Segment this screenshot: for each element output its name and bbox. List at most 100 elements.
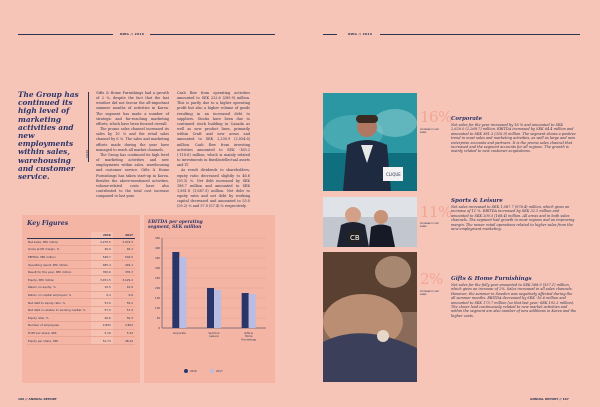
bar	[214, 290, 221, 328]
body-column-2: Cash flow from operating activities amou…	[177, 91, 250, 210]
value-2017: 3,129.2	[112, 275, 135, 285]
side-label: SALES	[86, 149, 89, 158]
value-2016: 548.7	[90, 253, 113, 262]
value-2016: 3,451.5	[90, 275, 113, 285]
table-row: Equity ratio, % 46.6 50.3	[27, 313, 135, 323]
header-rule-right-2	[380, 34, 580, 35]
key-figures-title: Key Figures	[27, 220, 69, 227]
header-right: NWG // 2016	[348, 32, 373, 36]
col2-paragraph: As result dividends to shareholders, equ…	[177, 168, 250, 209]
segment-pct-sports: 11%	[420, 203, 452, 221]
bar	[248, 294, 256, 328]
svg-text:CB: CB	[350, 234, 360, 242]
row-label: EBITDA, SEK million	[27, 253, 91, 262]
segment-caption-corporate: Increase in net sales	[420, 128, 439, 135]
y-tick-label: 400	[155, 246, 160, 250]
header-rule-left-2	[150, 34, 275, 35]
value-2016: 51.73	[90, 336, 113, 345]
table-row: Operating result, SEK million 485.4 449.1	[27, 260, 135, 269]
x-tick-label: Gifts &	[244, 331, 253, 335]
photo-corporate-image: CLIQUE	[323, 93, 417, 191]
segment-caption-gifts: Increase in net sales	[420, 290, 439, 297]
bar	[172, 252, 180, 328]
header-left: NWG // 2016	[120, 32, 145, 36]
value-2016: 350.6	[90, 268, 113, 277]
segment-text-corporate: Net sales for the year increased by 16 %…	[451, 123, 576, 154]
key-figures-header-row: 2016 2017	[27, 232, 135, 239]
x-tick-label: Sports &	[208, 331, 219, 335]
footer-page-number: 167	[562, 397, 569, 401]
value-2017: 2,603	[112, 321, 135, 330]
row-label: Net sales, SEK million	[27, 238, 91, 247]
value-2016: 57.0	[90, 306, 113, 315]
col-header-2016: 2016	[90, 232, 113, 239]
x-tick-label: Corporate	[173, 331, 186, 335]
value-2017: 449.1	[112, 260, 135, 269]
bar	[207, 288, 214, 328]
value-2016: 46.6	[90, 313, 113, 323]
chart-title: EBITDA per operating segment, SEK millio…	[148, 220, 203, 231]
row-label: Result for the year, SEK million	[27, 268, 91, 277]
row-label: Equity ratio, %	[27, 313, 91, 323]
value-2017: 335.3	[112, 268, 135, 277]
value-2017: 50.3	[112, 313, 135, 323]
value-2017: 10.9	[112, 283, 135, 292]
value-2016: 4,276.5	[90, 238, 113, 247]
row-label: Number of employees	[27, 321, 91, 330]
row-label: Net debt to equity ratio, %	[27, 298, 91, 307]
header-rule-right	[323, 34, 337, 35]
row-label: Equity per share, SEK	[27, 336, 91, 345]
footer-right: ANNUAL REPORT // 167	[530, 397, 569, 401]
bar	[179, 257, 187, 328]
footer-label: ANNUAL REPORT	[530, 397, 559, 401]
x-tick-label: Furnishings	[241, 337, 256, 341]
photo-sports: CB	[323, 197, 417, 247]
col1-paragraph: Gifts & Home Furnishings had a growth of…	[96, 91, 169, 126]
header-rule-left	[18, 34, 113, 35]
table-row: Return on equity, % 10.5 10.9	[27, 283, 135, 292]
table-row: Net sales, SEK million 4,276.5 3,979.3	[27, 238, 135, 247]
segment-pct-corporate: 16%	[420, 108, 452, 126]
y-tick-label: 150	[155, 296, 160, 300]
x-tick-label: Home	[245, 334, 253, 338]
value-2016: 53.0	[90, 298, 113, 307]
bar	[241, 293, 249, 328]
segment-caption-sports: Increase in net sales	[420, 222, 439, 229]
svg-text:CLIQUE: CLIQUE	[386, 172, 401, 177]
col1-paragraph: The promo sales channel increased its sa…	[96, 127, 169, 152]
segment-text-gifts: Net sales for the fully year amounted to…	[451, 283, 577, 318]
footer-left: 166 // ANNUAL REPORT	[18, 397, 57, 401]
side-bar	[88, 92, 89, 162]
value-2017: 46.1	[112, 245, 135, 254]
table-row: Net debt to equity ratio, % 53.0 55.2	[27, 298, 135, 307]
value-2016: 10.5	[90, 283, 113, 292]
row-label: Net debt in relation to working capital,…	[27, 306, 91, 315]
table-row: Net debt in relation to working capital,…	[27, 306, 135, 315]
ebitda-chart: 0 50 100 150 200 250 300 350 400 450 Corporate Spor…	[155, 236, 266, 373]
table-row: Number of employees 2,893 2,603	[27, 321, 135, 330]
segment-title-corporate: Corporate	[451, 116, 482, 122]
body-column-1: Gifts & Home Furnishings had a growth of…	[96, 91, 169, 199]
photo-corporate: CLIQUE	[323, 93, 417, 191]
table-row: Return on capital employed, % 9.4 9.6	[27, 291, 135, 300]
photo-sports-image: CB	[323, 197, 417, 247]
segment-pct-gifts: 2%	[420, 270, 443, 288]
value-2017: 55.2	[112, 298, 135, 307]
legend-label: 2017	[216, 369, 223, 373]
value-2016: 46.0	[90, 245, 113, 254]
value-2017: 57.4	[112, 306, 135, 315]
footer-label: ANNUAL REPORT	[28, 397, 57, 401]
segment-title-sports: Sports & Leisure	[451, 198, 503, 204]
segment-title-gifts: Gifts & Home Furnishings	[451, 276, 532, 282]
key-figures-table: 2016 2017 Net sales, SEK million 4,276.5 3…	[27, 232, 135, 345]
legend-swatch	[184, 369, 188, 373]
table-row: Gross profit margin, % 46.0 46.1	[27, 245, 135, 254]
value-2017: 3,979.3	[112, 238, 135, 247]
footer-page-number: 166	[18, 397, 25, 401]
table-row: Result for the year, SEK million 350.6 335…	[27, 268, 135, 277]
table-row: EBITDA, SEK million 548.7 504.0	[27, 253, 135, 262]
x-tick-label: Leisure	[209, 334, 219, 338]
row-label: Return on equity, %	[27, 283, 91, 292]
col2-paragraph: Cash flow from operating activities amou…	[177, 91, 250, 168]
value-2016: 9.4	[90, 291, 113, 300]
